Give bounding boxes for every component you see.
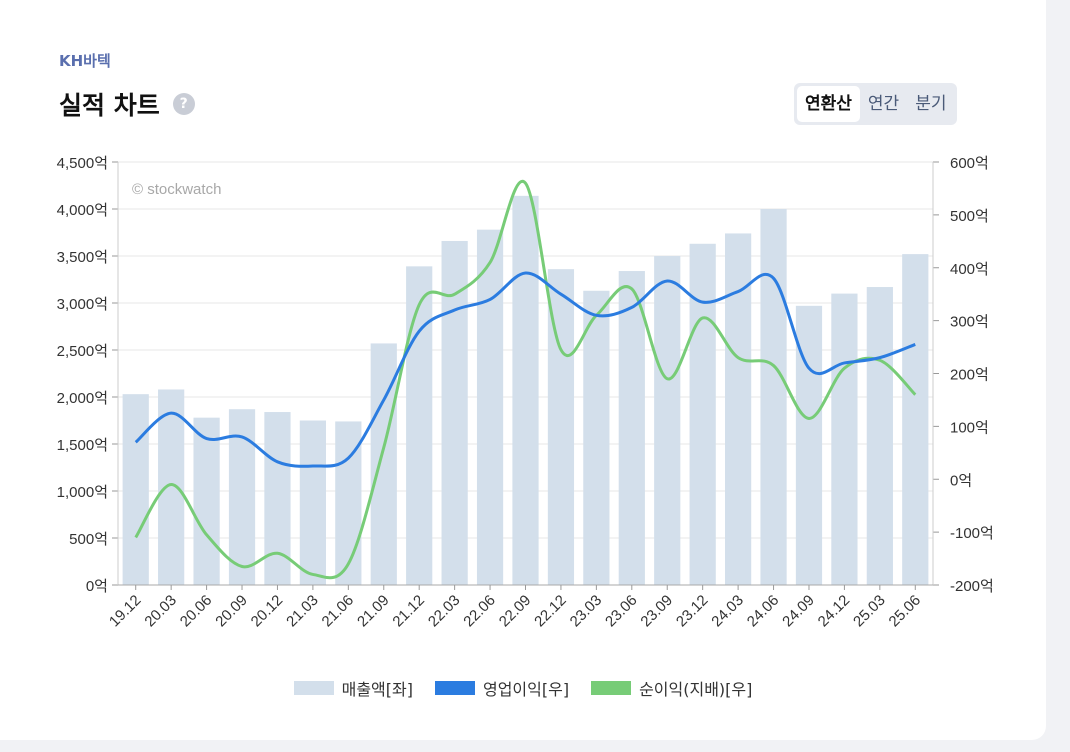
right-tick-label: 300억 [950, 314, 989, 331]
legend-operating-label: 영업이익[우] [482, 680, 570, 699]
x-tick-label: 23.09 [637, 592, 676, 631]
x-tick-label: 25.06 [886, 592, 925, 631]
x-tick-label: 24.12 [815, 592, 854, 631]
x-tick-label: 22.03 [425, 592, 464, 631]
tab-annualized[interactable]: 연환산 [797, 86, 860, 122]
sales-bar [193, 417, 220, 585]
legend-net-swatch [591, 681, 632, 695]
sales-bar [618, 271, 645, 585]
legend-sales[interactable]: 매출액[좌] [293, 676, 413, 700]
x-tick-label: 23.12 [673, 592, 712, 631]
company-name[interactable]: KH바텍 [59, 52, 111, 70]
x-tick-label: 23.06 [602, 592, 641, 631]
x-tick-label: 21.03 [283, 592, 322, 631]
x-tick-label: 24.09 [779, 592, 818, 631]
legend-sales-swatch [293, 681, 334, 695]
right-tick-label: 200억 [950, 367, 989, 384]
sales-bar [441, 240, 468, 585]
left-tick-label: 2,500억 [57, 343, 108, 360]
sales-bar [122, 394, 149, 585]
x-tick-label: 22.06 [460, 592, 499, 631]
sales-bar [299, 420, 327, 585]
left-tick-label: 1,500억 [57, 437, 108, 454]
period-toggle: 연환산 연간 분기 [794, 83, 958, 125]
x-tick-label: 23.03 [567, 592, 606, 631]
legend-operating-swatch [434, 681, 475, 695]
tab-annual[interactable]: 연간 [867, 94, 900, 114]
sales-bar [654, 256, 681, 585]
sales-bar [831, 293, 858, 585]
watermark: © stockwatch [132, 181, 221, 198]
sales-bar [158, 389, 185, 585]
legend-sales-label: 매출액[좌] [341, 680, 413, 699]
x-tick-label: 21.09 [354, 592, 393, 631]
x-tick-label: 20.06 [177, 592, 216, 631]
left-tick-label: 4,000억 [57, 202, 108, 219]
x-tick-label: 19.12 [106, 592, 145, 631]
tab-quarterly[interactable]: 분기 [915, 94, 947, 114]
legend-net-label: 순이익(지배)[우] [639, 680, 753, 699]
x-tick-label: 22.09 [496, 592, 535, 631]
x-tick-label: 20.09 [212, 592, 251, 631]
right-tick-label: 600억 [950, 155, 989, 172]
page-title: 실적 차트 ? [59, 86, 195, 122]
right-tick-label: -100억 [950, 525, 994, 542]
x-tick-label: 21.06 [319, 592, 358, 631]
sales-bar [583, 290, 610, 585]
sales-bar [406, 266, 433, 585]
title-text: 실적 차트 [59, 91, 160, 120]
left-tick-label: 4,500억 [57, 155, 108, 172]
x-tick-label: 24.06 [744, 592, 783, 631]
performance-chart: 0억 500억 1,000억 1,500억 2,000억 2,500억 3,000억 3,50… [57, 155, 994, 631]
sales-bar [760, 209, 787, 585]
right-tick-label: 0억 [950, 472, 972, 489]
left-tick-label: 3,000억 [57, 296, 108, 313]
x-tick-label: 22.12 [531, 592, 570, 631]
sales-bar [902, 254, 929, 585]
right-tick-label: -200억 [950, 578, 994, 595]
legend: 매출액[좌] 영업이익[우] 순이익(지배)[우] [0, 676, 1046, 700]
left-tick-label: 1,000억 [57, 484, 108, 501]
right-tick-label: 500억 [950, 208, 989, 225]
help-icon[interactable]: ? [172, 93, 195, 115]
left-tick-label: 3,500억 [57, 249, 108, 266]
left-tick-label: 500억 [69, 531, 108, 548]
left-tick-label: 2,000억 [57, 390, 108, 407]
sales-bar [866, 287, 893, 585]
profit-lines [134, 179, 917, 580]
x-tick-label: 25.03 [850, 592, 889, 631]
chart-card: KH바텍 실적 차트 ? 연환산 연간 분기 0억 500억 1,000억 1,500… [0, 0, 1046, 740]
right-tick-label: 400억 [950, 261, 989, 278]
sales-bar [476, 229, 504, 585]
x-tick-label: 20.12 [248, 592, 287, 631]
net-income-line [134, 179, 917, 580]
x-tick-label: 21.12 [389, 592, 428, 631]
right-tick-label: 100억 [950, 419, 989, 436]
operating-income-line [134, 271, 916, 468]
legend-operating[interactable]: 영업이익[우] [434, 676, 570, 700]
sales-bar [512, 195, 539, 585]
x-tick-label: 24.03 [708, 592, 747, 631]
legend-net[interactable]: 순이익(지배)[우] [591, 676, 752, 700]
sales-bars [122, 195, 929, 585]
left-tick-label: 0억 [86, 578, 108, 595]
sales-bar [689, 243, 716, 585]
x-tick-label: 20.03 [141, 592, 180, 631]
